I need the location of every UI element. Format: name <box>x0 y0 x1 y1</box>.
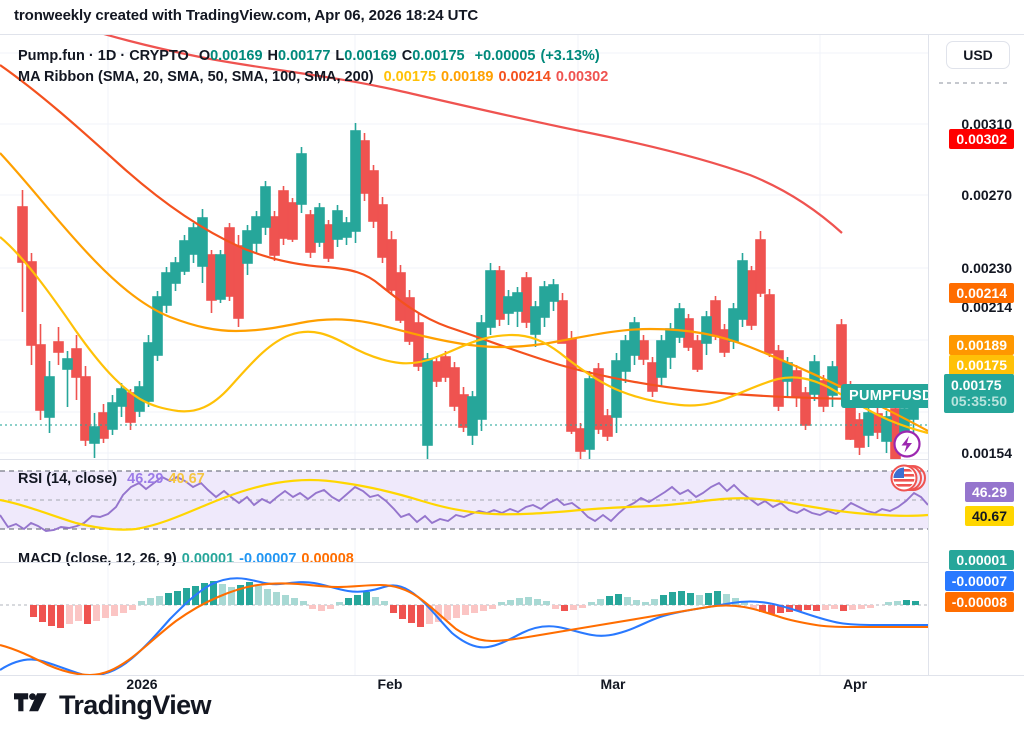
chart-frame: Pump.fun · 1D · CRYPTO O0.00169 H0.00177 L0… <box>0 34 1024 676</box>
plot-area[interactable]: Pump.fun · 1D · CRYPTO O0.00169 H0.00177 L0… <box>0 35 928 675</box>
macd-line-badge[interactable]: -0.00007 <box>944 571 1014 591</box>
rsi-value-badge[interactable]: 46.29 <box>964 482 1014 502</box>
price-tick-230: 0.00230 <box>961 260 1012 276</box>
sma100-line <box>0 64 928 401</box>
time-grid <box>107 35 821 675</box>
plot-badges <box>890 430 926 492</box>
price-tick-310: 0.00310 <box>961 116 1012 132</box>
macd-line <box>0 577 928 675</box>
ma100-price-badge[interactable]: 0.00214 <box>949 283 1014 303</box>
lightning-badge-icon[interactable] <box>893 430 921 458</box>
footer: TradingView <box>14 690 212 720</box>
symbol-price-tag[interactable]: PUMPFUSD <box>841 384 928 408</box>
sma20-line <box>0 236 928 435</box>
tradingview-wordmark: TradingView <box>59 690 212 720</box>
last-price-value: 0.00175 <box>950 377 1002 393</box>
macd-hist-badge[interactable]: 0.00001 <box>949 550 1014 570</box>
bar-countdown: 05:35:50 <box>950 393 1007 409</box>
pane-separator-price-rsi[interactable] <box>0 459 1024 460</box>
chart-canvas <box>0 35 928 675</box>
macd-histogram <box>30 581 919 628</box>
rsi-line <box>0 475 928 532</box>
price-axis[interactable]: USD 0.00310 0.00270 0.00230 0.00214 0.00… <box>928 35 1024 675</box>
price-tick-270: 0.00270 <box>961 187 1012 203</box>
price-pane <box>0 35 928 459</box>
ma200-axis-stub <box>939 82 1007 84</box>
time-label-feb: Feb <box>377 676 403 692</box>
rsi-ma-line <box>0 478 928 531</box>
candlestick-series <box>17 123 919 459</box>
macd-pane <box>0 577 928 675</box>
ma50-price-badge[interactable]: 0.00189 <box>949 335 1014 355</box>
macd-signal-line <box>0 582 928 675</box>
pane-separator-rsi-macd[interactable] <box>0 562 1024 563</box>
time-label-2026: 2026 <box>126 676 158 692</box>
sma50-line <box>0 152 928 432</box>
currency-button[interactable]: USD <box>946 41 1010 69</box>
macd-signal-badge[interactable]: -0.00008 <box>944 592 1014 612</box>
candle-up-group <box>44 123 919 459</box>
price-tick-214: 0.00214 <box>961 299 1012 315</box>
rsi-ma-badge[interactable]: 40.67 <box>964 506 1014 526</box>
price-tick-154: 0.00154 <box>961 445 1012 461</box>
rsi-pane <box>0 470 928 532</box>
ma200-price-badge[interactable]: 0.00302 <box>949 129 1014 149</box>
time-label-apr: Apr <box>842 676 868 692</box>
last-price-badge[interactable]: 0.00175 05:35:50 <box>943 374 1014 413</box>
attribution-text: tronweekly created with TradingView.com,… <box>14 7 479 24</box>
ma20-price-badge[interactable]: 0.00175 <box>949 355 1014 375</box>
candle-down-group <box>17 133 901 459</box>
sma200-line <box>103 35 843 234</box>
us-flag-badge-icon[interactable] <box>890 464 926 492</box>
tradingview-logo-icon <box>14 692 47 711</box>
time-label-mar: Mar <box>600 676 626 692</box>
